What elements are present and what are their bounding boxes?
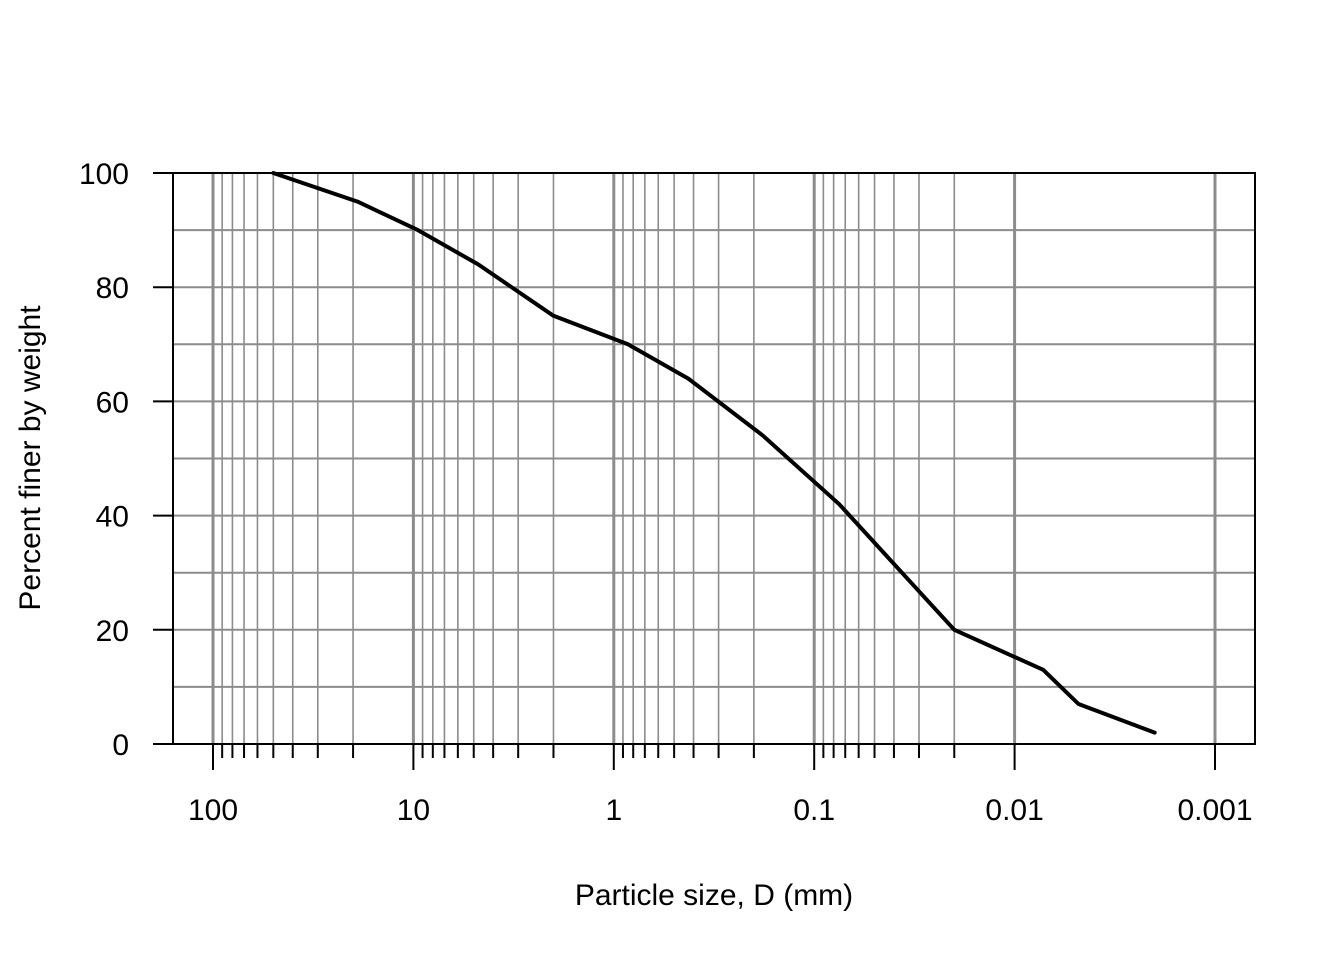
y-tick-label: 60: [96, 386, 129, 419]
y-axis-title: Percent finer by weight: [14, 305, 47, 611]
y-axis: 0 20 40 60 80 100: [79, 158, 173, 762]
plot-frame: [172, 172, 1256, 745]
y-tick-label: 40: [96, 501, 129, 534]
x-tick-label: 1: [605, 794, 622, 827]
y-tick-label: 100: [79, 158, 129, 191]
x-axis-title: Particle size, D (mm): [575, 879, 853, 912]
x-tick-label: 100: [188, 794, 238, 827]
x-tick-label: 10: [397, 794, 430, 827]
grid: [173, 173, 1255, 744]
x-axis: 100 10 1 0.1 0.01 0.001: [188, 745, 1253, 827]
series-layer: [271, 171, 1157, 735]
y-tick-label: 0: [112, 729, 129, 762]
x-tick-label: 0.001: [1177, 794, 1252, 827]
grading-curve-line: [271, 171, 1157, 735]
x-tick-label: 0.01: [985, 794, 1043, 827]
y-tick-label: 80: [96, 272, 129, 305]
y-tick-label: 20: [96, 615, 129, 648]
x-tick-label: 0.1: [793, 794, 835, 827]
